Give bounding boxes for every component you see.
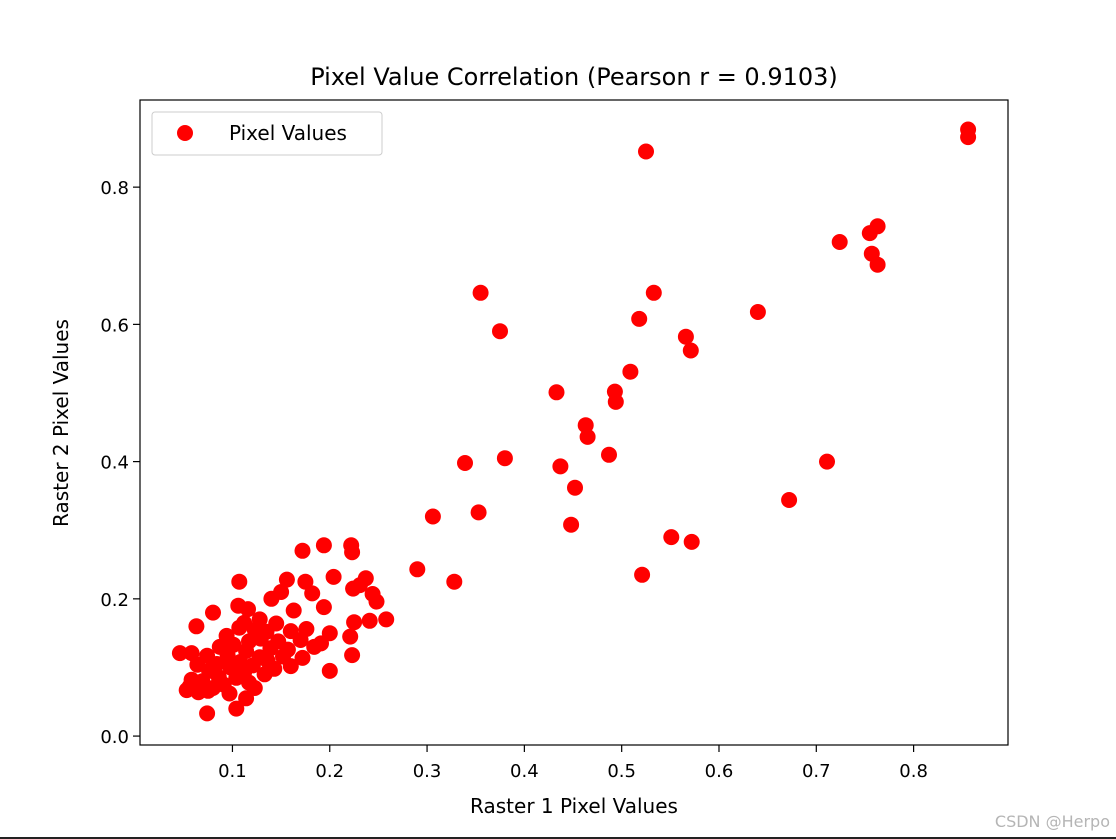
data-point xyxy=(321,662,338,679)
data-point xyxy=(579,428,596,445)
x-tick-label: 0.2 xyxy=(315,761,344,782)
data-point xyxy=(342,628,359,645)
y-tick-label: 0.8 xyxy=(100,178,129,199)
x-axis-label: Raster 1 Pixel Values xyxy=(470,794,678,818)
data-point xyxy=(496,450,513,467)
data-point xyxy=(221,685,238,702)
data-point xyxy=(228,700,245,717)
data-point xyxy=(228,669,245,686)
data-point xyxy=(262,640,279,657)
data-point xyxy=(306,638,323,655)
data-point xyxy=(190,684,207,701)
data-point xyxy=(325,568,342,585)
plot-frame xyxy=(139,99,1009,746)
legend-label: Pixel Values xyxy=(229,121,347,145)
data-point xyxy=(282,658,299,675)
y-tick-label: 0.0 xyxy=(100,727,129,748)
watermark: CSDN @Herpo xyxy=(994,812,1110,831)
data-point xyxy=(278,571,295,588)
x-tick-label: 0.1 xyxy=(218,761,247,782)
data-point xyxy=(457,455,473,471)
data-point xyxy=(622,363,639,380)
chart-title: Pixel Value Correlation (Pearson r = 0.9… xyxy=(310,63,838,91)
data-point xyxy=(631,310,648,327)
data-point xyxy=(749,304,766,320)
data-point xyxy=(638,143,654,160)
data-point xyxy=(470,504,487,521)
axis-ticks: 0.1 0.2 0.3 0.4 0.5 0.6 0.7 0.8 0.0 0.2 0.4 0.6 0.8 xyxy=(100,178,928,782)
y-tick-label: 0.2 xyxy=(100,590,129,611)
data-point xyxy=(344,647,361,664)
plot-area xyxy=(171,121,977,722)
data-point xyxy=(409,561,426,578)
legend-marker xyxy=(177,125,193,141)
data-point xyxy=(231,619,248,636)
legend: Pixel Values xyxy=(151,111,383,156)
data-point xyxy=(552,458,569,475)
data-point xyxy=(601,446,617,463)
data-point xyxy=(205,604,221,621)
data-point xyxy=(231,573,248,590)
data-point xyxy=(446,573,463,590)
data-point xyxy=(294,649,311,666)
data-point xyxy=(189,656,206,673)
data-point xyxy=(292,632,309,648)
data-point xyxy=(315,537,332,554)
data-point xyxy=(304,585,321,602)
data-point xyxy=(645,284,662,301)
data-point xyxy=(378,611,395,628)
y-tick-label: 0.6 xyxy=(100,315,129,336)
y-tick-label: 0.4 xyxy=(100,453,129,474)
data-point xyxy=(563,516,580,533)
data-point xyxy=(171,645,188,662)
data-point xyxy=(472,284,489,301)
data-point xyxy=(819,453,835,470)
x-tick-label: 0.5 xyxy=(607,761,636,782)
bottom-border xyxy=(0,837,1116,839)
data-point xyxy=(548,384,565,401)
data-point xyxy=(960,129,977,146)
data-point xyxy=(361,612,378,629)
data-point xyxy=(682,342,699,359)
x-tick-label: 0.7 xyxy=(802,761,831,782)
data-point xyxy=(683,533,700,550)
data-point xyxy=(285,602,302,619)
data-point xyxy=(677,328,694,345)
data-point xyxy=(240,601,256,618)
data-point xyxy=(424,508,441,525)
data-point xyxy=(831,234,848,250)
data-point xyxy=(663,529,680,546)
data-point xyxy=(219,647,236,664)
x-tick-label: 0.4 xyxy=(510,761,539,782)
y-axis-label: Raster 2 Pixel Values xyxy=(49,319,73,527)
data-point xyxy=(346,614,363,631)
data-point xyxy=(294,542,311,559)
data-point xyxy=(869,256,886,273)
data-point xyxy=(297,573,314,590)
data-point xyxy=(607,393,624,410)
x-tick-label: 0.3 xyxy=(413,761,442,782)
data-point xyxy=(344,544,361,561)
legend-box xyxy=(151,111,383,156)
data-point xyxy=(238,690,255,707)
data-point xyxy=(634,566,651,583)
data-point xyxy=(315,599,332,616)
data-point xyxy=(492,323,508,340)
data-point xyxy=(345,580,362,597)
data-point xyxy=(256,666,273,683)
data-point xyxy=(567,479,583,496)
data-point xyxy=(188,618,205,635)
data-point xyxy=(781,492,798,508)
x-tick-label: 0.8 xyxy=(899,761,928,782)
data-point xyxy=(368,593,385,610)
data-point xyxy=(861,225,878,242)
x-tick-label: 0.6 xyxy=(705,761,734,782)
data-point xyxy=(263,590,280,607)
data-point xyxy=(199,705,216,722)
